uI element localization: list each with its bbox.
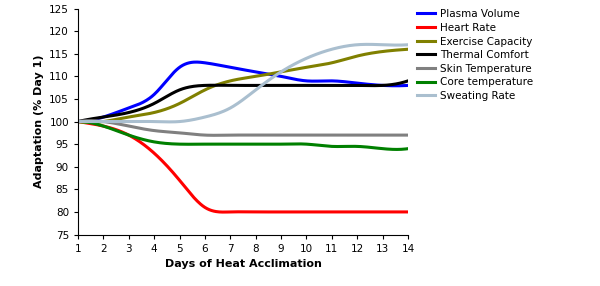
Sweating Rate — [353, 43, 361, 46]
Line: Exercise Capacity: Exercise Capacity — [78, 49, 408, 123]
Skin Temperature — [355, 133, 362, 137]
Exercise Capacity — [76, 120, 83, 124]
Line: Plasma Volume: Plasma Volume — [78, 62, 408, 122]
Y-axis label: Adaptation (% Day 1): Adaptation (% Day 1) — [34, 55, 44, 188]
Core temperature — [74, 120, 82, 123]
Plasma Volume — [404, 84, 412, 87]
Exercise Capacity — [272, 71, 279, 75]
Heart Rate — [74, 120, 82, 123]
Sweating Rate — [277, 70, 284, 74]
Thermal Comfort — [271, 84, 278, 87]
Core temperature — [76, 120, 83, 123]
Heart Rate — [272, 210, 279, 214]
Sweating Rate — [271, 74, 278, 78]
Sweating Rate — [365, 43, 372, 46]
Line: Sweating Rate: Sweating Rate — [78, 44, 408, 122]
Core temperature — [272, 142, 279, 146]
Plasma Volume — [277, 75, 284, 78]
Line: Heart Rate: Heart Rate — [78, 122, 408, 212]
Skin Temperature — [211, 134, 218, 137]
Core temperature — [404, 147, 412, 150]
Skin Temperature — [76, 120, 83, 123]
Exercise Capacity — [353, 54, 361, 58]
Thermal Comfort — [277, 84, 284, 87]
Line: Core temperature: Core temperature — [78, 122, 408, 150]
Skin Temperature — [376, 133, 383, 137]
Exercise Capacity — [277, 70, 284, 74]
Exercise Capacity — [86, 121, 94, 124]
Skin Temperature — [278, 133, 286, 137]
Thermal Comfort — [404, 79, 412, 83]
Sweating Rate — [376, 43, 383, 46]
Skin Temperature — [404, 133, 412, 137]
Heart Rate — [353, 210, 361, 214]
Sweating Rate — [76, 120, 83, 123]
Heart Rate — [271, 210, 278, 214]
Heart Rate — [277, 210, 284, 214]
X-axis label: Days of Heat Acclimation: Days of Heat Acclimation — [164, 259, 322, 269]
Thermal Comfort — [76, 120, 83, 123]
Exercise Capacity — [271, 72, 278, 75]
Thermal Comfort — [74, 120, 82, 123]
Heart Rate — [220, 210, 227, 214]
Core temperature — [77, 120, 84, 123]
Thermal Comfort — [353, 84, 360, 87]
Skin Temperature — [74, 120, 82, 123]
Core temperature — [271, 142, 278, 146]
Exercise Capacity — [374, 50, 382, 54]
Thermal Comfort — [270, 84, 277, 87]
Thermal Comfort — [373, 84, 380, 87]
Plasma Volume — [272, 74, 279, 77]
Skin Temperature — [86, 119, 94, 122]
Core temperature — [353, 145, 361, 148]
Sweating Rate — [272, 74, 279, 77]
Legend: Plasma Volume, Heart Rate, Exercise Capacity, Thermal Comfort, Skin Temperature,: Plasma Volume, Heart Rate, Exercise Capa… — [416, 9, 533, 101]
Plasma Volume — [374, 84, 382, 87]
Sweating Rate — [74, 120, 82, 123]
Core temperature — [394, 148, 401, 151]
Core temperature — [374, 146, 382, 150]
Plasma Volume — [76, 120, 83, 123]
Plasma Volume — [74, 120, 82, 123]
Line: Skin Temperature: Skin Temperature — [78, 121, 408, 135]
Heart Rate — [374, 210, 382, 214]
Core temperature — [277, 142, 284, 146]
Skin Temperature — [272, 133, 279, 137]
Exercise Capacity — [404, 47, 412, 51]
Heart Rate — [404, 210, 412, 214]
Plasma Volume — [353, 82, 361, 85]
Line: Thermal Comfort: Thermal Comfort — [78, 81, 408, 122]
Skin Temperature — [273, 133, 280, 137]
Plasma Volume — [193, 60, 200, 64]
Sweating Rate — [404, 43, 412, 46]
Heart Rate — [76, 120, 83, 124]
Plasma Volume — [271, 73, 278, 77]
Exercise Capacity — [74, 120, 82, 123]
Sweating Rate — [166, 120, 173, 124]
